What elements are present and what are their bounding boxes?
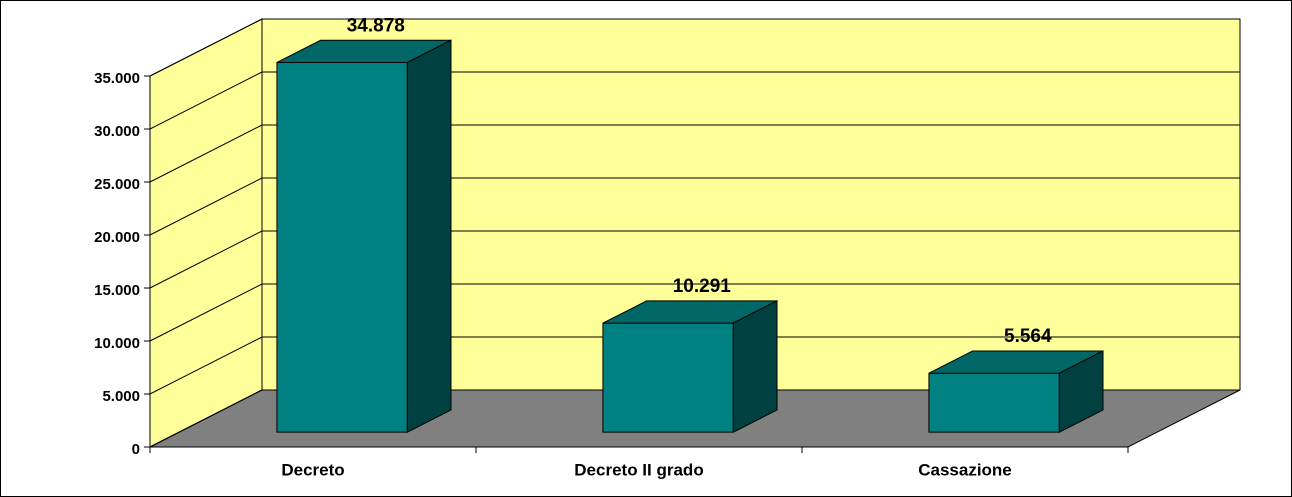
bar-side <box>406 39 452 433</box>
y-tick-label: 0 <box>132 441 140 458</box>
grid-line <box>149 230 1240 289</box>
x-tick-label: Decreto II grado <box>574 460 703 479</box>
grid-line <box>149 336 1240 395</box>
y-tick-label: 5.000 <box>102 388 140 405</box>
x-tick-label: Decreto <box>281 460 344 479</box>
bar-side <box>1058 350 1104 433</box>
bar-front <box>602 322 734 433</box>
y-tick-label: 35.000 <box>94 70 140 87</box>
grid-line <box>149 283 1240 342</box>
value-label: 5.564 <box>1004 326 1052 347</box>
y-tick-label: 30.000 <box>94 123 140 140</box>
bar-side <box>732 300 778 433</box>
x-tick-label: Cassazione <box>918 460 1012 479</box>
value-label: 10.291 <box>673 276 732 297</box>
grid-line <box>149 71 1240 130</box>
bar-front <box>276 61 408 433</box>
grid-line <box>149 18 1240 77</box>
value-label: 34.878 <box>347 15 405 36</box>
grid-line <box>149 177 1240 236</box>
y-tick-label: 25.000 <box>94 176 140 193</box>
y-tick-label: 20.000 <box>94 229 140 246</box>
y-tick-label: 10.000 <box>94 335 140 352</box>
bar-front <box>928 372 1060 433</box>
grid-line <box>149 124 1240 183</box>
grid-line <box>149 389 1240 448</box>
y-tick-label: 15.000 <box>94 282 140 299</box>
side-wall <box>149 18 263 448</box>
